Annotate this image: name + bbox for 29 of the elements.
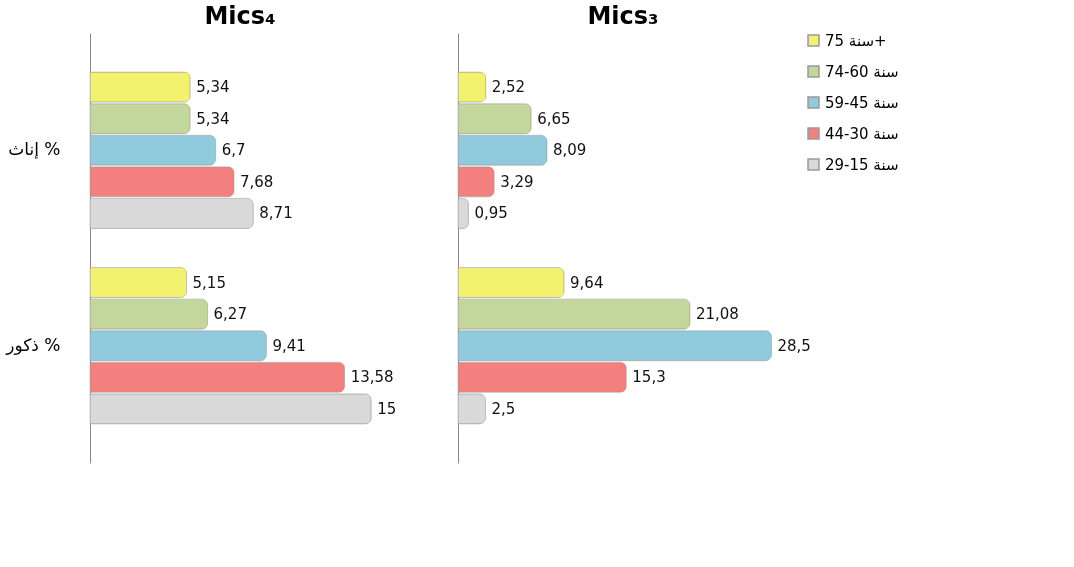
data-label: 5,34 [196,109,230,128]
data-label: 9,41 [272,336,306,355]
legend-label: 75 سنة+ [825,31,887,50]
data-label: 9,64 [570,273,604,292]
data-label: 6,7 [221,141,246,160]
legend-label: 59-45 سنة [825,93,899,112]
data-label: 2,52 [491,78,526,97]
data-label: 8,71 [259,204,293,223]
data-label: 6,65 [537,109,571,128]
data-label: 0,95 [474,204,508,223]
legend-label: 44-30 سنة [825,124,899,143]
legend-label: 29-15 سنة [825,155,899,174]
legend-label: 74-60 سنة [825,62,899,81]
y-tick-label: إناث % [8,139,61,160]
data-label: 21,08 [695,305,739,324]
data-label: 2,5 [491,399,516,418]
data-label: 3,29 [500,172,534,191]
data-label: 15 [377,399,397,418]
data-label: 5,34 [196,78,230,97]
data-label: 13,58 [350,368,394,387]
data-label: 15,3 [632,368,666,387]
y-tick-label: ذكور % [5,334,61,355]
data-label: 6,27 [213,305,247,324]
data-label: 8,09 [552,141,587,160]
data-label: 7,68 [240,172,274,191]
data-label: 5,15 [192,273,226,292]
chart-title: Mics₃ [587,2,659,30]
chart-title: Mics₄ [204,2,276,30]
data-label: 28,5 [777,336,811,355]
